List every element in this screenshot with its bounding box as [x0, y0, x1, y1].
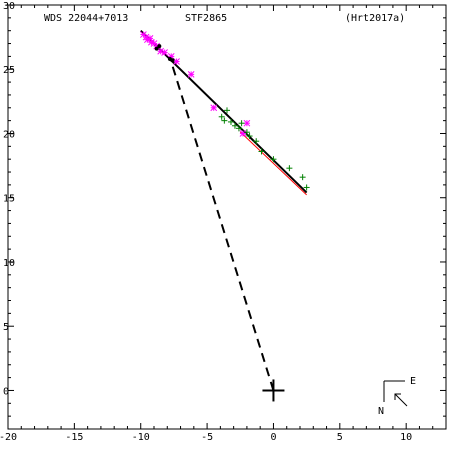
plus-marker: [221, 117, 228, 124]
plus-marker: [286, 165, 293, 172]
header-system-name: STF2865: [185, 13, 227, 24]
asterisk-stroke: [157, 47, 164, 55]
x-tick-label: 0: [270, 432, 276, 443]
asterisk-stroke: [146, 35, 154, 42]
dot-marker: [157, 44, 162, 49]
x-tick-label: 5: [337, 432, 343, 443]
compass-east-label: E: [410, 376, 416, 387]
compass-motion-arrow: [394, 393, 408, 407]
asterisk-marker: [153, 42, 161, 50]
fitted-orbit-line: [140, 29, 308, 194]
asterisk-stroke: [153, 42, 161, 50]
x-tick-label: 10: [400, 432, 412, 443]
asterisk-marker: [243, 119, 251, 127]
asterisk-stroke: [187, 71, 195, 78]
plus-marker: [227, 118, 234, 125]
dot-fill: [154, 46, 159, 51]
asterisk-stroke: [173, 58, 180, 65]
primary-star-marker: [262, 379, 285, 402]
plot-frame: [7, 4, 447, 430]
y-tick-label: 5: [3, 322, 9, 333]
y-tick-label: 10: [3, 258, 15, 269]
fitted-orbit-alt-line: [239, 131, 307, 196]
asterisk-marker: [161, 49, 168, 56]
asterisk-stroke: [161, 49, 168, 56]
compass-north-label: N: [378, 406, 384, 417]
x-tick-label: -5: [201, 432, 213, 443]
header-wds-id: WDS 22044+7013: [44, 13, 128, 24]
asterisk-marker: [173, 58, 180, 65]
observation-points: [140, 31, 310, 191]
x-tick-label: -20: [0, 432, 17, 443]
plus-marker: [246, 133, 253, 140]
plus-marker: [235, 125, 242, 132]
asterisk-marker: [239, 130, 247, 137]
dashed-periastron-line: [168, 57, 275, 391]
y-tick-label: 15: [3, 194, 15, 205]
plus-marker: [253, 138, 260, 145]
compass-motion-arrowhead: [394, 393, 401, 400]
asterisk-marker: [187, 71, 195, 78]
plus-marker: [224, 107, 230, 114]
asterisk-stroke: [243, 119, 251, 127]
axis-ticks: -20 -15 -10 -5 0 5 10 0 5 10 15 20 25 30: [0, 1, 446, 443]
plus-marker: [218, 113, 225, 120]
plus-marker: [243, 129, 250, 136]
x-tick-label: -10: [132, 432, 150, 443]
plus-marker: [270, 156, 277, 163]
dot-marker: [170, 58, 175, 63]
x-tick-label: -15: [65, 432, 83, 443]
header-reference: (Hrt2017a): [345, 13, 405, 24]
plot-border: [7, 4, 447, 430]
asterisk-stroke: [210, 104, 218, 112]
y-tick-label: 20: [3, 129, 15, 140]
plus-marker: [299, 174, 306, 181]
asterisk-stroke: [239, 130, 247, 137]
dot-marker: [154, 46, 159, 51]
y-tick-label: 25: [3, 65, 15, 76]
compass-rose: E N: [378, 376, 416, 417]
y-tick-label: 0: [3, 386, 9, 397]
y-tick-label: 30: [3, 1, 15, 12]
plus-marker: [231, 122, 238, 129]
asterisk-stroke: [142, 33, 150, 41]
plus-marker: [258, 148, 265, 155]
dot-fill: [157, 44, 162, 49]
orbit-lines: [140, 29, 308, 391]
asterisk-marker: [210, 104, 218, 112]
plus-marker: [238, 120, 245, 127]
asterisk-stroke: [147, 38, 155, 46]
dot-fill: [170, 58, 175, 63]
plus-marker: [303, 184, 310, 191]
